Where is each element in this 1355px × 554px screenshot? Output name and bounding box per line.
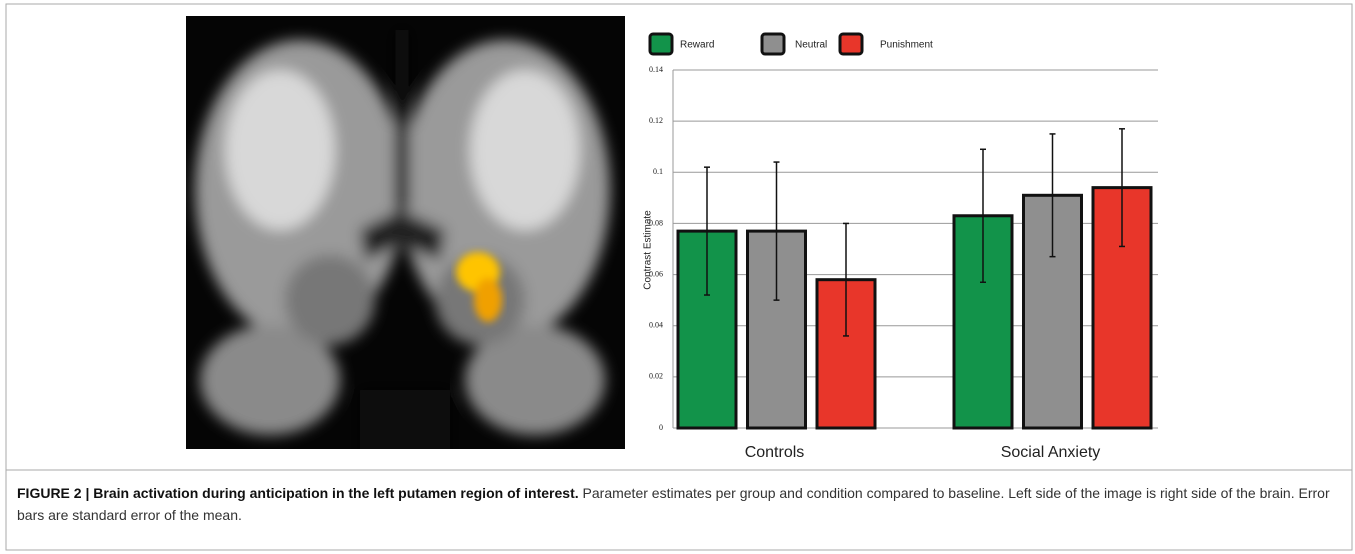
caption-title: FIGURE 2 | Brain activation during antic…: [17, 485, 579, 501]
legend-swatch: [840, 34, 862, 54]
x-tick-label: Social Anxiety: [1001, 444, 1101, 461]
figure: Contrast Estimate 00.020.040.060.080.10.…: [0, 0, 1355, 554]
y-tick-label: 0.06: [649, 269, 663, 278]
y-tick-label: 0.02: [649, 372, 663, 381]
y-tick-label: 0.12: [649, 116, 663, 125]
brain-image: [186, 16, 625, 460]
x-tick-label: Controls: [745, 444, 805, 461]
caption: FIGURE 2 | Brain activation during antic…: [17, 482, 1342, 526]
legend-swatch: [762, 34, 784, 54]
legend-swatch: [650, 34, 672, 54]
y-tick-label: 0.04: [649, 321, 663, 330]
y-tick-label: 0.1: [653, 167, 663, 176]
y-tick-label: 0: [659, 423, 663, 432]
chart: Contrast Estimate 00.020.040.060.080.10.…: [0, 0, 1355, 554]
legend-label: Punishment: [880, 40, 933, 51]
y-tick-label: 0.08: [649, 218, 663, 227]
y-tick-label: 0.14: [649, 65, 663, 74]
legend-label: Neutral: [795, 40, 827, 51]
legend-label: Reward: [680, 40, 714, 51]
